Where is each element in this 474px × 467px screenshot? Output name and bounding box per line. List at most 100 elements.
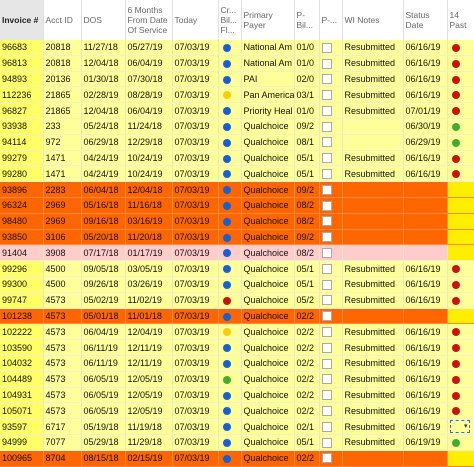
checkbox[interactable] — [321, 90, 332, 101]
acct-id-cell[interactable]: 4573 — [43, 323, 82, 341]
p-bill-cell[interactable]: 05/1 — [294, 434, 320, 451]
six-months-cell[interactable]: 03/16/19 — [125, 213, 173, 230]
table-row[interactable]: 99279 1471 04/24/19 10/24/19 07/03/19 Qualcho… — [0, 150, 474, 167]
acct-id-cell[interactable]: 4573 — [43, 371, 82, 388]
past-flag-cell[interactable] — [447, 323, 474, 341]
six-months-cell[interactable]: 12/05/19 — [125, 402, 173, 420]
p-bill-cell[interactable]: 02/2 — [294, 323, 320, 341]
wi-notes-cell[interactable]: Resubmitted — [342, 71, 404, 88]
past-flag-cell[interactable] — [447, 197, 474, 214]
p-check-cell[interactable] — [319, 371, 343, 388]
dos-cell[interactable]: 06/05/19 — [81, 402, 126, 420]
table-row[interactable]: 94114 972 06/29/18 12/29/18 07/03/19 Qualchoi… — [0, 134, 474, 151]
primary-payer-cell[interactable]: Qualchoice — [241, 450, 295, 467]
past-flag-cell[interactable] — [447, 260, 474, 277]
cr-bill-flag-cell[interactable] — [218, 102, 242, 119]
wi-notes-cell[interactable]: Resubmitted — [342, 402, 404, 420]
checkbox[interactable] — [321, 406, 332, 417]
cr-bill-flag-cell[interactable] — [218, 355, 242, 372]
cr-bill-flag-cell[interactable] — [218, 197, 242, 214]
table-row[interactable]: 102222 4573 06/04/19 12/04/19 07/03/19 Qualch… — [0, 323, 474, 341]
p-bill-cell[interactable]: 09/2 — [294, 181, 320, 198]
acct-id-cell[interactable]: 20136 — [43, 71, 82, 88]
table-row[interactable]: 96324 2969 05/16/18 11/16/18 07/03/19 Qualcho… — [0, 197, 474, 214]
col-header-today[interactable]: Today — [172, 0, 219, 40]
p-check-cell[interactable] — [319, 323, 343, 341]
table-row[interactable]: 98480 2969 09/16/18 03/16/19 07/03/19 Qualcho… — [0, 213, 474, 230]
p-check-cell[interactable] — [319, 402, 343, 420]
past-flag-cell[interactable] — [447, 276, 474, 293]
col-header-p-bill[interactable]: P- Bil... — [294, 0, 320, 40]
invoice-cell[interactable]: 101238 — [0, 308, 44, 325]
six-months-cell[interactable]: 07/30/18 — [125, 71, 173, 88]
p-check-cell[interactable] — [319, 71, 343, 88]
status-date-cell[interactable]: 06/16/19 — [403, 402, 448, 420]
six-months-cell[interactable]: 05/27/19 — [125, 40, 173, 56]
past-flag-cell[interactable] — [447, 55, 474, 72]
past-flag-cell[interactable] — [447, 40, 474, 56]
today-cell[interactable]: 07/03/19 — [172, 434, 219, 451]
p-bill-cell[interactable]: 02/1 — [294, 418, 320, 435]
table-row[interactable]: 96683 20818 11/27/18 05/27/19 07/03/19 Nation… — [0, 40, 474, 56]
p-bill-cell[interactable]: 02/2 — [294, 339, 320, 356]
p-check-cell[interactable] — [319, 134, 343, 151]
six-months-cell[interactable]: 10/24/19 — [125, 150, 173, 167]
invoice-cell[interactable]: 99279 — [0, 150, 44, 167]
today-cell[interactable]: 07/03/19 — [172, 371, 219, 388]
acct-id-cell[interactable]: 4500 — [43, 260, 82, 277]
dos-cell[interactable]: 04/24/19 — [81, 165, 126, 183]
six-months-cell[interactable]: 12/04/18 — [125, 181, 173, 198]
p-bill-cell[interactable]: 03/1 — [294, 86, 320, 104]
acct-id-cell[interactable]: 21865 — [43, 102, 82, 119]
invoice-cell[interactable]: 96813 — [0, 55, 44, 72]
checkbox[interactable] — [321, 311, 332, 322]
past-flag-cell[interactable] — [447, 86, 474, 104]
six-months-cell[interactable]: 03/26/19 — [125, 276, 173, 293]
past-flag-cell[interactable] — [447, 118, 474, 135]
acct-id-cell[interactable]: 4573 — [43, 402, 82, 420]
primary-payer-cell[interactable]: Qualchoice — [241, 229, 295, 246]
cr-bill-flag-cell[interactable] — [218, 323, 242, 341]
primary-payer-cell[interactable]: Qualchoice — [241, 134, 295, 151]
dos-cell[interactable]: 12/04/18 — [81, 102, 126, 119]
cr-bill-flag-cell[interactable] — [218, 55, 242, 72]
six-months-cell[interactable]: 06/04/19 — [125, 102, 173, 119]
dos-cell[interactable]: 06/11/19 — [81, 339, 126, 356]
table-row[interactable]: 94999 7077 05/29/18 11/29/18 07/03/19 Qualcho… — [0, 434, 474, 451]
invoice-cell[interactable]: 112236 — [0, 86, 44, 104]
table-row[interactable]: 104032 4573 06/11/19 12/11/19 07/03/19 Qualch… — [0, 355, 474, 372]
primary-payer-cell[interactable]: National Am — [241, 40, 295, 56]
invoice-cell[interactable]: 100965 — [0, 450, 44, 467]
primary-payer-cell[interactable]: Qualchoice — [241, 213, 295, 230]
today-cell[interactable]: 07/03/19 — [172, 71, 219, 88]
dos-cell[interactable]: 06/04/19 — [81, 323, 126, 341]
past-flag-cell[interactable] — [447, 244, 474, 262]
checkbox[interactable] — [321, 121, 332, 132]
status-date-cell[interactable]: 06/16/19 — [403, 150, 448, 167]
today-cell[interactable]: 07/03/19 — [172, 260, 219, 277]
acct-id-cell[interactable]: 1471 — [43, 150, 82, 167]
acct-id-cell[interactable]: 2969 — [43, 197, 82, 214]
dos-cell[interactable]: 06/04/18 — [81, 181, 126, 198]
status-date-cell[interactable] — [403, 244, 448, 262]
dos-cell[interactable]: 05/01/18 — [81, 308, 126, 325]
col-header-14-past[interactable]: 14 Past — [447, 0, 474, 40]
status-date-cell[interactable]: 06/16/19 — [403, 355, 448, 372]
status-date-cell[interactable]: 06/16/19 — [403, 165, 448, 183]
dos-cell[interactable]: 04/24/19 — [81, 150, 126, 167]
checkbox[interactable] — [321, 216, 332, 227]
today-cell[interactable]: 07/03/19 — [172, 355, 219, 372]
primary-payer-cell[interactable]: Qualchoice — [241, 150, 295, 167]
p-check-cell[interactable] — [319, 197, 343, 214]
primary-payer-cell[interactable]: Qualchoice — [241, 197, 295, 214]
six-months-cell[interactable]: 08/28/19 — [125, 86, 173, 104]
primary-payer-cell[interactable]: Qualchoice — [241, 165, 295, 183]
dos-cell[interactable]: 01/30/18 — [81, 71, 126, 88]
past-flag-cell[interactable] — [447, 355, 474, 372]
dos-cell[interactable]: 05/29/18 — [81, 434, 126, 451]
checkbox[interactable] — [321, 248, 332, 259]
invoice-cell[interactable]: 91404 — [0, 244, 44, 262]
six-months-cell[interactable]: 02/15/19 — [125, 450, 173, 467]
checkbox[interactable] — [321, 42, 332, 53]
acct-id-cell[interactable]: 3908 — [43, 244, 82, 262]
